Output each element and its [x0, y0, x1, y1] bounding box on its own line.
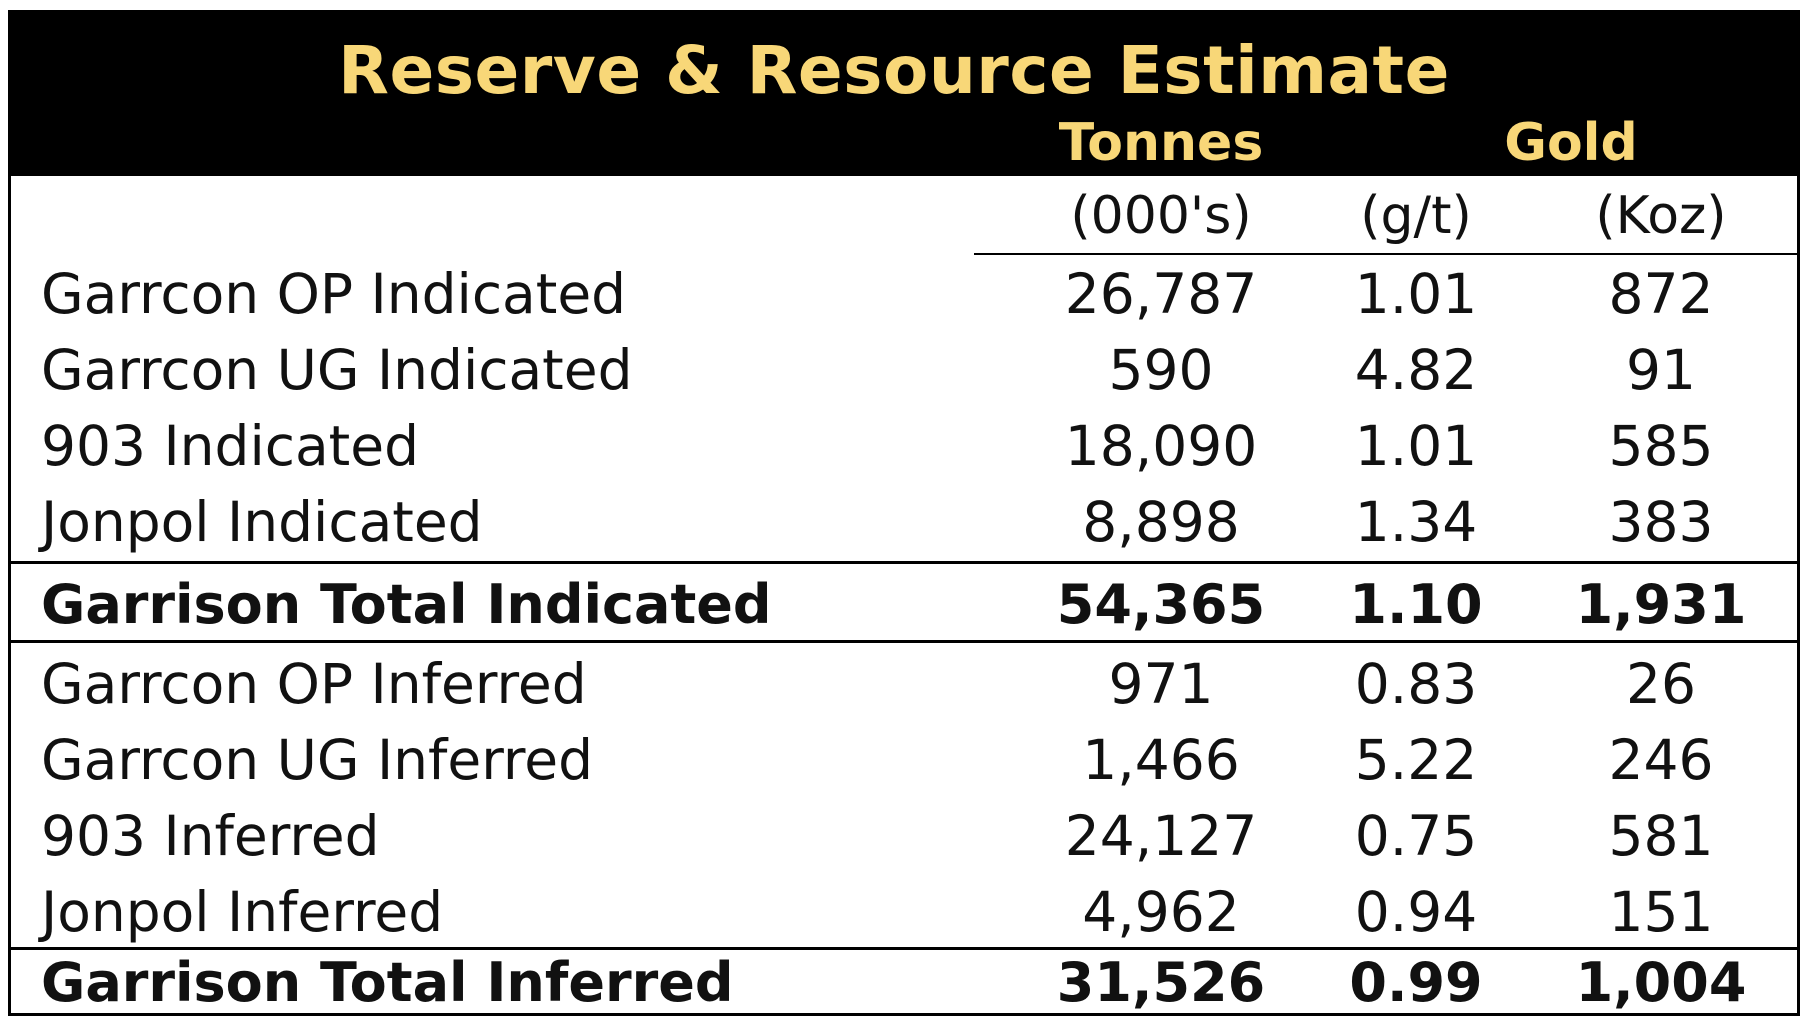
- grade-cell: 0.75: [1354, 804, 1478, 868]
- row-label: Jonpol Indicated: [41, 490, 483, 554]
- table-row: Garrcon UG Indicated 590 4.82 91: [11, 333, 1797, 407]
- tonnes-cell: 26,787: [1064, 262, 1258, 326]
- table-title: Reserve & Resource Estimate: [338, 32, 1450, 109]
- grade-cell: 1.10: [1349, 573, 1483, 636]
- table-row: 903 Inferred 24,127 0.75 581: [11, 799, 1797, 873]
- row-label: Garrcon OP Indicated: [41, 262, 627, 326]
- ounces-cell: 1,931: [1575, 573, 1747, 636]
- grade-cell: 1.01: [1354, 414, 1478, 478]
- table-header: Reserve & Resource Estimate Tonnes Gold: [11, 13, 1797, 176]
- table-row: Garrcon OP Indicated 26,787 1.01 872: [11, 257, 1797, 331]
- ounces-cell: 581: [1608, 804, 1714, 868]
- tonnes-cell: 971: [1108, 652, 1214, 716]
- table-row: Garrcon UG Inferred 1,466 5.22 246: [11, 723, 1797, 797]
- grade-cell: 1.01: [1354, 262, 1478, 326]
- table-row: Jonpol Indicated 8,898 1.34 383: [11, 485, 1797, 559]
- grade-cell: 0.99: [1349, 951, 1483, 1014]
- divider-line: [11, 640, 1797, 643]
- tonnes-cell: 590: [1108, 338, 1214, 402]
- total-label: Garrison Total Indicated: [41, 573, 772, 636]
- tonnes-unit: (000's): [1070, 186, 1252, 246]
- total-label: Garrison Total Inferred: [41, 951, 734, 1014]
- grade-cell: 1.34: [1354, 490, 1478, 554]
- row-label: Garrcon UG Indicated: [41, 338, 633, 402]
- row-label: Garrcon UG Inferred: [41, 728, 594, 792]
- ounces-cell: 246: [1608, 728, 1714, 792]
- ounces-cell: 872: [1608, 262, 1714, 326]
- tonnes-cell: 1,466: [1082, 728, 1240, 792]
- table-row: Garrcon OP Inferred 971 0.83 26: [11, 647, 1797, 721]
- tonnes-cell: 31,526: [1056, 951, 1266, 1014]
- grade-cell: 0.83: [1354, 652, 1478, 716]
- resource-table: Reserve & Resource Estimate Tonnes Gold …: [8, 10, 1800, 1016]
- grade-cell: 0.94: [1354, 880, 1478, 944]
- ounces-cell: 1,004: [1575, 951, 1747, 1014]
- ounces-cell: 383: [1608, 490, 1714, 554]
- divider-line: [11, 561, 1797, 564]
- ounces-cell: 91: [1626, 338, 1696, 402]
- tonnes-cell: 24,127: [1064, 804, 1258, 868]
- table-row: 903 Indicated 18,090 1.01 585: [11, 409, 1797, 483]
- unit-underline: [974, 253, 1797, 255]
- row-label: 903 Indicated: [41, 414, 419, 478]
- grade-cell: 4.82: [1354, 338, 1478, 402]
- tonnes-header: Tonnes: [1058, 113, 1264, 173]
- tonnes-cell: 4,962: [1082, 880, 1240, 944]
- divider-line: [11, 947, 1797, 950]
- row-label: Jonpol Inferred: [41, 880, 444, 944]
- row-label: Garrcon OP Inferred: [41, 652, 587, 716]
- tonnes-cell: 18,090: [1064, 414, 1258, 478]
- ounces-cell: 151: [1608, 880, 1714, 944]
- gold-header: Gold: [1504, 113, 1638, 173]
- ounces-unit: (Koz): [1595, 186, 1727, 246]
- tonnes-cell: 8,898: [1082, 490, 1240, 554]
- grade-cell: 5.22: [1354, 728, 1478, 792]
- ounces-cell: 585: [1608, 414, 1714, 478]
- ounces-cell: 26: [1626, 652, 1696, 716]
- table-row: Jonpol Inferred 4,962 0.94 151: [11, 875, 1797, 949]
- row-label: 903 Inferred: [41, 804, 380, 868]
- tonnes-cell: 54,365: [1056, 573, 1266, 636]
- total-row: Garrison Total Indicated 54,365 1.10 1,9…: [11, 568, 1797, 642]
- grade-unit: (g/t): [1360, 186, 1472, 246]
- total-row: Garrison Total Inferred 31,526 0.99 1,00…: [11, 950, 1797, 1016]
